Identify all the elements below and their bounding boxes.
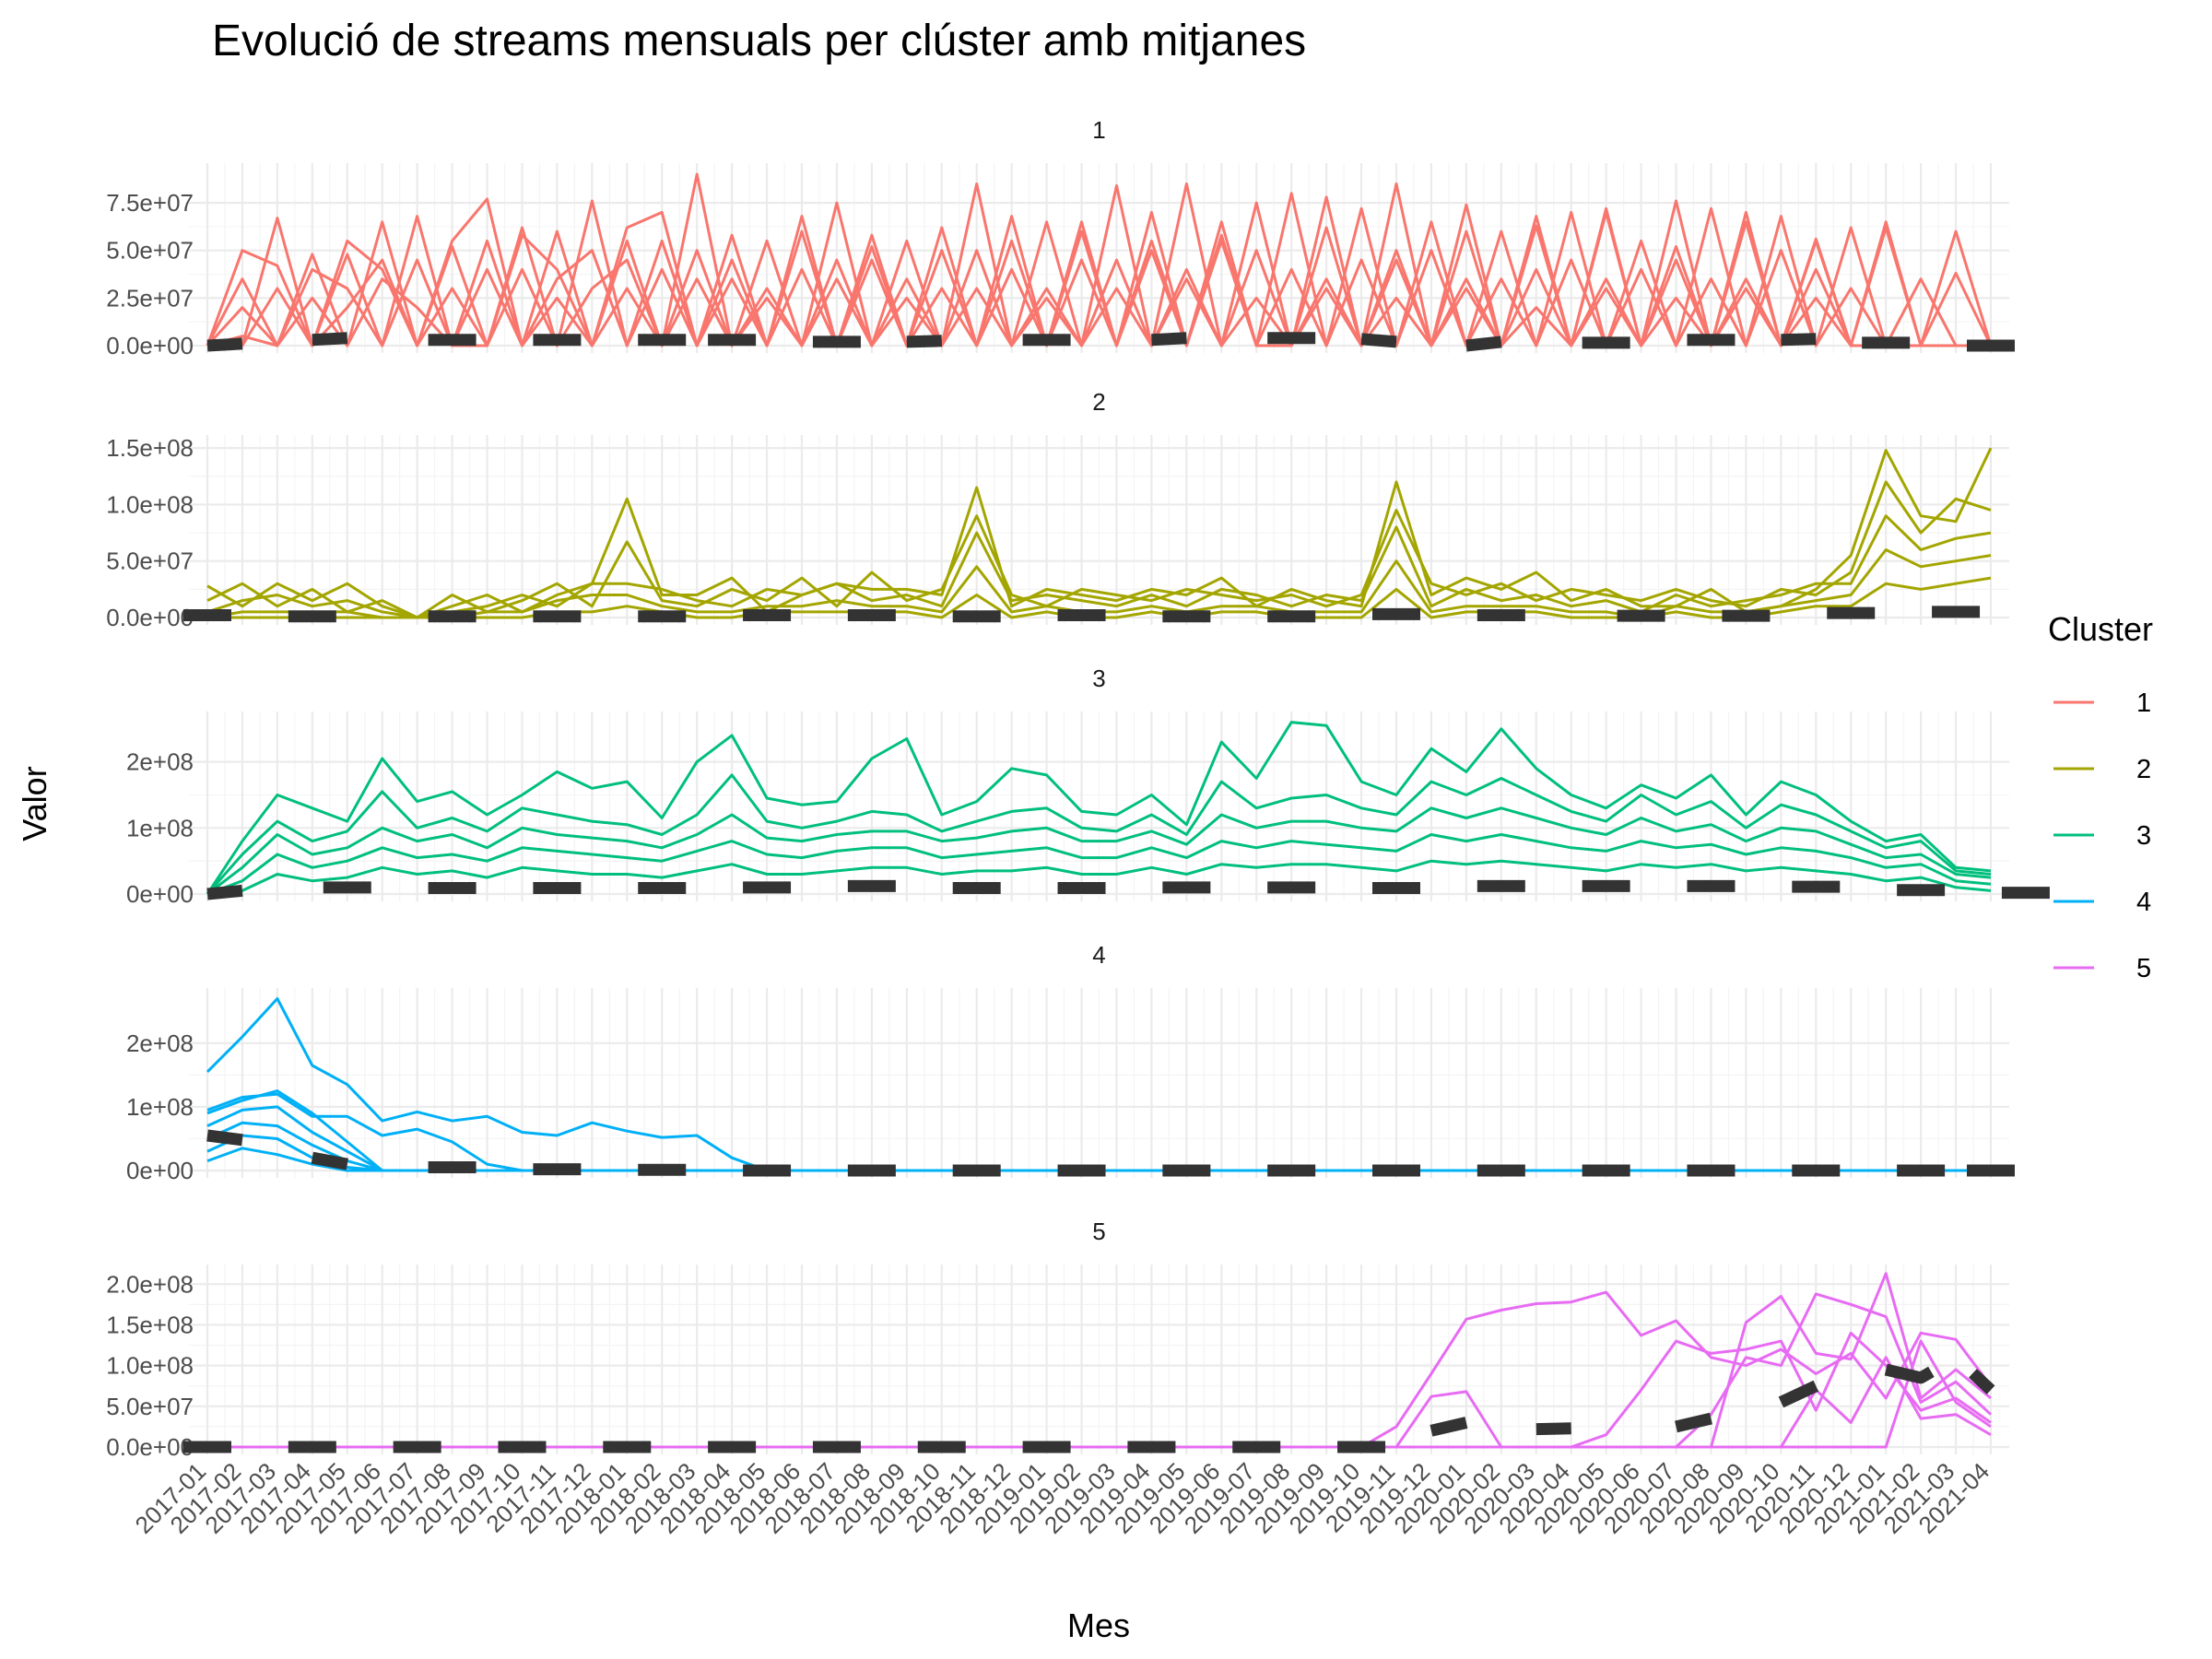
series-line-cluster-3 xyxy=(206,859,1992,896)
x-axis-title: Mes xyxy=(1067,1606,1130,1644)
facet-panel-3: 3 0e+00 1e+08 2e+08 xyxy=(126,665,2050,908)
y-tick-label: 0.0e+00 xyxy=(106,604,194,631)
mean-line-segment xyxy=(206,337,243,352)
mean-line-segment xyxy=(906,335,942,348)
y-tick-label: 7.5e+07 xyxy=(106,189,194,217)
series-line-cluster-2 xyxy=(206,480,1992,619)
y-tick-label: 2e+08 xyxy=(126,748,194,776)
mean-line-segment xyxy=(1430,1417,1468,1437)
facet-panels: 1 0.0e+00 2.5e+07 5.0e+07 7.5e+07 2 0.0e+00 5.0… xyxy=(106,116,2050,1461)
mean-line-segment xyxy=(1781,333,1817,347)
y-tick-label: 5.0e+07 xyxy=(106,1393,194,1420)
series-line-cluster-2 xyxy=(206,447,1993,619)
series-line-cluster-1 xyxy=(206,267,1991,347)
facet-strip-label: 4 xyxy=(1092,941,1105,969)
mean-line-segment xyxy=(1535,1422,1571,1436)
mean-line-segment xyxy=(1675,1412,1712,1433)
y-tick-label: 1.0e+08 xyxy=(106,490,194,518)
mean-line-segment xyxy=(1884,1351,1995,1394)
mean-line-segment xyxy=(206,884,243,900)
facet-panel-2: 2 0.0e+00 5.0e+07 1.0e+08 1.5e+08 xyxy=(106,388,2009,631)
mean-line-segment xyxy=(312,332,348,347)
y-axis-title: Valor xyxy=(16,766,53,841)
series-line-cluster-1 xyxy=(206,172,1993,347)
series-line-cluster-3 xyxy=(206,806,1992,896)
y-tick-label: 5.0e+07 xyxy=(106,547,194,575)
chart-title: Evolució de streams mensuals per clúster… xyxy=(212,17,1306,65)
y-tick-label: 1.0e+08 xyxy=(106,1352,194,1380)
y-tick-label: 0e+00 xyxy=(126,1157,194,1184)
facet-strip-label: 2 xyxy=(1092,388,1105,416)
mean-line-segment xyxy=(1778,1380,1819,1408)
y-tick-label: 1.5e+08 xyxy=(106,434,194,462)
facet-panel-5: 5 0.0e+00 5.0e+07 1.0e+08 1.5e+08 2.0e+08 xyxy=(106,1218,2009,1461)
x-axis: 2017-012017-022017-032017-042017-052017-… xyxy=(130,1457,1995,1539)
y-tick-label: 0e+00 xyxy=(126,880,194,908)
facet-strip-label: 5 xyxy=(1092,1218,1105,1245)
series-line-cluster-3 xyxy=(206,773,1992,895)
y-tick-label: 5.0e+07 xyxy=(106,237,194,265)
legend-label: 3 xyxy=(2136,821,2151,851)
y-tick-label: 2e+08 xyxy=(126,1030,194,1057)
facet-panel-1: 1 0.0e+00 2.5e+07 5.0e+07 7.5e+07 xyxy=(106,116,2015,359)
mean-line-segment xyxy=(1360,333,1397,348)
y-tick-label: 1.5e+08 xyxy=(106,1311,194,1338)
facet-strip-label: 3 xyxy=(1092,665,1105,692)
legend-title: Cluster xyxy=(2048,610,2153,648)
y-tick-label: 0.0e+00 xyxy=(106,1433,194,1461)
mean-line-segment xyxy=(1151,332,1187,347)
y-tick-label: 2.0e+08 xyxy=(106,1270,194,1298)
legend: Cluster 1 2 3 4 5 xyxy=(2048,610,2153,983)
y-tick-label: 1e+08 xyxy=(126,1093,194,1121)
series-line-cluster-2 xyxy=(206,514,1992,619)
series-line-cluster-1 xyxy=(207,199,1991,347)
facet-strip-label: 1 xyxy=(1092,116,1105,144)
mean-line-segment xyxy=(1465,335,1502,352)
legend-label: 4 xyxy=(2136,888,2151,917)
y-tick-label: 2.5e+07 xyxy=(106,284,194,312)
mean-line-segment xyxy=(206,1129,243,1147)
legend-label: 1 xyxy=(2136,688,2151,718)
y-tick-label: 1e+08 xyxy=(126,814,194,841)
legend-label: 5 xyxy=(2136,954,2151,983)
facet-panel-4: 4 0e+00 1e+08 2e+08 xyxy=(126,941,2015,1184)
y-tick-label: 0.0e+00 xyxy=(106,332,194,359)
mean-line-segment xyxy=(311,1151,348,1171)
legend-label: 2 xyxy=(2136,755,2151,784)
series-line-cluster-3 xyxy=(206,833,1992,896)
series-line-cluster-3 xyxy=(206,721,1992,895)
